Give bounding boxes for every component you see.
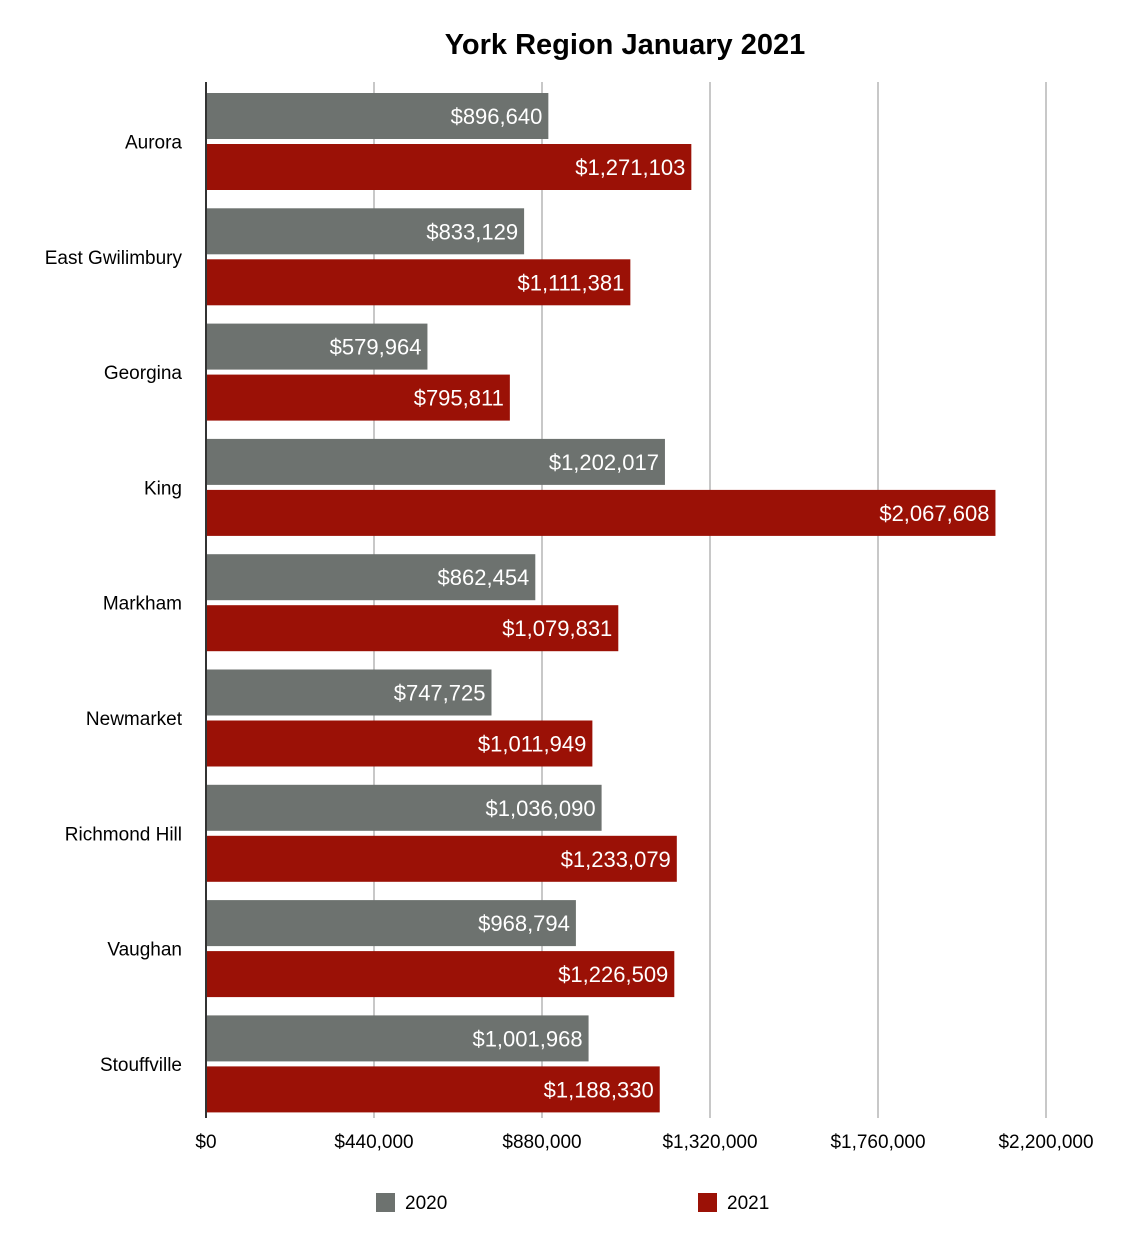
data-label: $833,129 (426, 219, 518, 244)
x-tick-label: $440,000 (334, 1132, 413, 1153)
x-tick-label: $0 (195, 1132, 216, 1153)
data-label: $862,454 (438, 565, 530, 590)
axes: $0 $440,000 $880,000 $1,320,000 $1,760,000 $2… (45, 82, 1094, 1153)
data-label: $1,226,509 (558, 962, 668, 987)
bar-2021-0 (206, 144, 692, 190)
x-tick-label: $880,000 (502, 1132, 581, 1153)
data-label: $579,964 (330, 335, 422, 360)
bar-2020-6 (206, 784, 602, 831)
bar-2021-5 (206, 720, 593, 767)
y-category-label: Markham (103, 594, 182, 615)
x-tick-label: $1,320,000 (662, 1132, 757, 1153)
y-category-label: Aurora (125, 133, 182, 154)
legend: 2020 2021 (376, 1193, 769, 1214)
data-label: $1,202,017 (549, 450, 659, 475)
legend-swatch-2021 (698, 1193, 717, 1212)
y-category-label: Newmarket (86, 709, 183, 730)
data-label: $968,794 (478, 911, 570, 936)
data-labels: $896,640 $1,271,103 $833,129 $1,111,381 $579… (330, 104, 990, 1102)
y-category-label: Vaughan (107, 940, 182, 961)
data-label: $2,067,608 (879, 501, 989, 526)
data-label: $1,233,079 (561, 847, 671, 872)
bar-2020-2 (206, 323, 428, 370)
bar-2020-3 (206, 438, 665, 485)
data-label: $1,111,381 (518, 270, 625, 295)
bar-2020-5 (206, 669, 492, 716)
x-tick-label: $1,760,000 (830, 1132, 925, 1153)
bar-2020-0 (206, 93, 549, 139)
legend-label: 2020 (405, 1193, 447, 1214)
bar-2021-3 (206, 489, 996, 536)
x-tick-label: $2,200,000 (998, 1132, 1093, 1153)
data-label: $795,811 (414, 386, 504, 411)
y-category-label: Stouffville (100, 1055, 182, 1076)
bar-2020-8 (206, 1015, 589, 1062)
y-category-label: East Gwilimbury (45, 248, 183, 269)
y-category-label: Richmond Hill (65, 824, 182, 845)
chart-title: York Region January 2021 (445, 29, 806, 61)
bar-2021-8 (206, 1066, 660, 1113)
bars (206, 93, 996, 1113)
bar-2021-4 (206, 605, 619, 652)
data-label: $1,001,968 (472, 1026, 582, 1051)
data-label: $747,725 (394, 681, 486, 706)
data-label: $1,079,831 (502, 616, 612, 641)
bar-2021-7 (206, 951, 675, 998)
bar-2021-6 (206, 835, 677, 882)
y-category-label: King (144, 478, 182, 499)
legend-swatch-2020 (376, 1193, 395, 1212)
bar-2021-2 (206, 374, 510, 421)
legend-label: 2021 (727, 1193, 769, 1214)
bar-2021-1 (206, 259, 631, 306)
y-category-label: Georgina (104, 363, 183, 384)
data-label: $896,640 (451, 104, 543, 129)
data-label: $1,271,103 (575, 155, 685, 180)
data-label: $1,188,330 (544, 1077, 654, 1102)
bar-2020-1 (206, 208, 525, 255)
data-label: $1,011,949 (478, 732, 586, 757)
bar-2020-4 (206, 554, 536, 601)
data-label: $1,036,090 (485, 796, 595, 821)
bar-2020-7 (206, 900, 576, 947)
